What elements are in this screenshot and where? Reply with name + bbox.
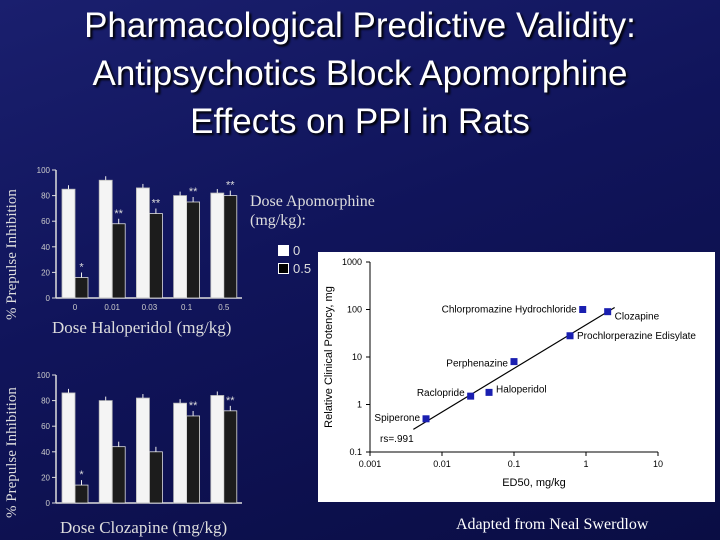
top-ytick-label: 60 <box>41 217 50 226</box>
legend-item-dose-0: 0 <box>278 243 300 258</box>
bottom-panel-xlabel: Dose Clozapine (mg/kg) <box>60 518 228 537</box>
top-bar-dose0 <box>136 187 150 299</box>
top-panel-ylabel: % Prepulse Inhibition <box>4 189 20 320</box>
scatter-point <box>579 306 587 313</box>
top-bar-dose05 <box>149 213 163 299</box>
bottom-ytick-label: 20 <box>41 473 50 482</box>
top-significance-mark: * <box>79 262 84 274</box>
scatter-ytick-label: 100 <box>347 305 362 315</box>
legend-swatch-white <box>278 245 289 256</box>
scatter-xtick-label: 0.001 <box>359 459 382 469</box>
scatter-ylabel: Relative Clinical Potency, mg <box>323 286 335 428</box>
slide-title: Pharmacological Predictive Validity: Ant… <box>0 2 720 146</box>
top-bar-dose0 <box>61 188 76 299</box>
top-significance-mark: ** <box>152 198 161 210</box>
legend-swatch-black <box>278 263 289 274</box>
top-bar-dose0 <box>98 179 113 299</box>
top-significance-mark: ** <box>114 208 123 220</box>
scatter-xlabel: ED50, mg/kg <box>502 477 566 489</box>
scatter-point <box>422 415 430 423</box>
scatter-ytick-label: 0.1 <box>349 447 362 457</box>
top-ytick-label: 20 <box>41 268 50 277</box>
title-line-2: Antipsychotics Block Apomorphine <box>92 54 628 93</box>
top-category-label: 0 <box>73 303 78 312</box>
bottom-bar-dose0 <box>136 397 150 504</box>
bottom-significance-mark: * <box>79 469 84 481</box>
scatter-point-label: Raclopride <box>417 388 465 399</box>
bottom-bar-dose0 <box>98 400 113 504</box>
scatter-xtick-label: 0.1 <box>508 459 521 469</box>
top-ytick-label: 40 <box>41 243 50 252</box>
bottom-significance-mark: ** <box>226 395 235 407</box>
scatter-point <box>566 332 574 340</box>
legend-label-0: 0 <box>293 243 301 258</box>
scatter-point-label: Prochlorperazine Edisylate <box>577 331 696 342</box>
bottom-ytick-label: 100 <box>37 371 51 380</box>
legend-label-05: 0.5 <box>293 261 312 276</box>
top-bar-dose0 <box>210 192 225 299</box>
title-line-3: Effects on PPI in Rats <box>190 102 530 141</box>
bottom-ytick-label: 80 <box>41 397 50 406</box>
bottom-bar-dose0 <box>210 395 225 504</box>
scatter-xtick-label: 0.01 <box>433 459 451 469</box>
top-bar-dose05 <box>74 277 89 299</box>
scatter-point <box>604 308 612 316</box>
scatter-point <box>467 392 475 400</box>
scatter-xtick-label: 1 <box>583 459 588 469</box>
top-category-label: 0.03 <box>142 303 158 312</box>
scatter-annotation: rs=.991 <box>380 434 414 445</box>
scatter-ytick-label: 10 <box>352 352 362 362</box>
bottom-ytick-label: 40 <box>41 448 50 457</box>
scatter-point-label: Haloperidol <box>496 384 547 395</box>
scatter-point <box>510 358 518 366</box>
bottom-ytick-label: 0 <box>46 499 51 508</box>
top-significance-mark: ** <box>189 186 198 198</box>
credit-text: Adapted from Neal Swerdlow <box>456 516 649 533</box>
bottom-bar-dose05 <box>149 451 163 504</box>
scatter-point-label: Perphenazine <box>446 359 508 370</box>
top-bar-dose05 <box>111 223 126 299</box>
scatter-ytick-label: 1 <box>357 400 362 410</box>
legend-title-line-2: (mg/kg): <box>250 212 306 229</box>
top-bar-chart: 100 80 60 40 20 0 * 0 ** 0.01 ** 0.03 ** 0.1 ** 0.5 <box>37 166 242 312</box>
top-bar-dose0 <box>173 195 188 299</box>
legend-title: Dose Apomorphine (mg/kg): <box>250 192 375 230</box>
bottom-bar-dose0 <box>61 392 76 504</box>
top-significance-mark: ** <box>226 180 235 192</box>
bottom-bar-dose05 <box>74 484 89 504</box>
top-category-label: 0.5 <box>218 303 230 312</box>
scatter-point-label: Clozapine <box>615 312 660 323</box>
top-bar-dose05 <box>223 195 238 299</box>
scatter-point-label: Chlorpromazine Hydrochloride <box>442 305 577 316</box>
scatter-point <box>485 388 493 396</box>
potency-scatter-chart: 1000 100 10 1 0.1 0.001 0.01 0.1 1 10 Chlorpromazi… <box>318 252 715 502</box>
top-ytick-label: 100 <box>37 166 51 175</box>
title-line-1: Pharmacological Predictive Validity: <box>84 6 636 45</box>
bottom-significance-mark: ** <box>189 400 198 412</box>
top-category-label: 0.1 <box>181 303 193 312</box>
top-ytick-label: 0 <box>46 294 51 303</box>
top-ytick-label: 80 <box>41 192 50 201</box>
legend-item-dose-05: 0.5 <box>278 261 311 276</box>
legend-title-line-1: Dose Apomorphine <box>250 193 375 210</box>
scatter-point-label: Spiperone <box>374 413 420 424</box>
bottom-bar-dose05 <box>186 415 201 504</box>
top-category-label: 0.01 <box>104 303 120 312</box>
scatter-ytick-label: 1000 <box>342 257 362 267</box>
bottom-bar-dose0 <box>173 402 188 504</box>
scatter-regression-line <box>413 307 615 430</box>
scatter-background <box>318 252 715 502</box>
top-panel-xlabel: Dose Haloperidol (mg/kg) <box>52 318 232 337</box>
bottom-ytick-label: 60 <box>41 422 50 431</box>
bottom-bar-dose05 <box>223 410 238 504</box>
bottom-panel-ylabel: % Prepulse Inhibition <box>4 387 20 518</box>
top-bar-dose05 <box>186 201 201 299</box>
bottom-bar-dose05 <box>111 446 126 504</box>
scatter-xtick-label: 10 <box>653 459 663 469</box>
